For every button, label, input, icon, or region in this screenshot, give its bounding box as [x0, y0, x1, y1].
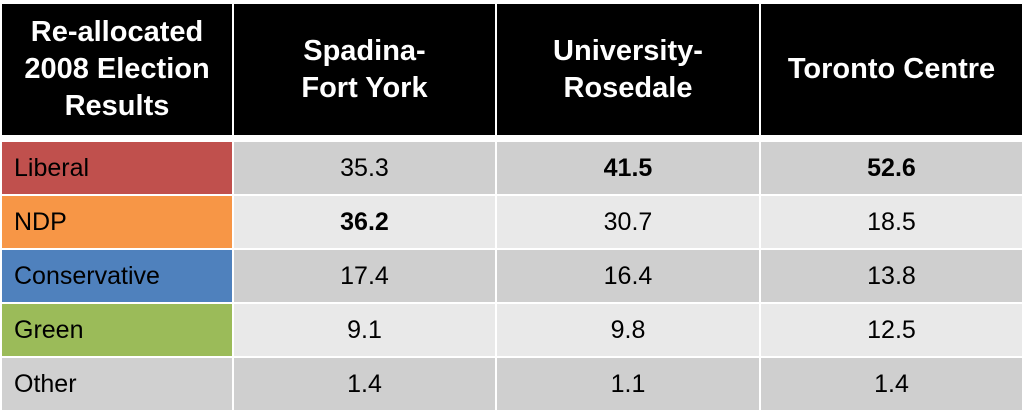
- data-cell: 17.4: [234, 250, 495, 302]
- header-text: Toronto Centre: [787, 53, 996, 85]
- data-cell: 52.6: [761, 142, 1022, 194]
- column-header: Spadina- Fort York: [234, 4, 495, 135]
- row-label: Conservative: [2, 250, 232, 302]
- column-header: University- Rosedale: [497, 4, 759, 135]
- data-cell: 1.4: [761, 358, 1022, 410]
- data-cell: 30.7: [497, 196, 759, 248]
- data-cell: 12.5: [761, 304, 1022, 356]
- column-header: Toronto Centre: [761, 4, 1022, 135]
- data-cell: 9.8: [497, 304, 759, 356]
- data-cell: 9.1: [234, 304, 495, 356]
- row-label: Other: [2, 358, 232, 410]
- header-corner: Re-allocated 2008 Election Results: [2, 4, 232, 135]
- header-text: Spadina- Fort York: [301, 34, 428, 104]
- data-cell: 1.4: [234, 358, 495, 410]
- data-cell: 35.3: [234, 142, 495, 194]
- data-cell: 36.2: [234, 196, 495, 248]
- header-text: University- Rosedale: [553, 34, 703, 104]
- header-text: Re-allocated 2008 Election Results: [24, 16, 210, 122]
- row-label: NDP: [2, 196, 232, 248]
- row-label: Green: [2, 304, 232, 356]
- data-cell: 1.1: [497, 358, 759, 410]
- data-cell: 41.5: [497, 142, 759, 194]
- data-cell: 16.4: [497, 250, 759, 302]
- row-label: Liberal: [2, 142, 232, 194]
- data-cell: 13.8: [761, 250, 1022, 302]
- data-cell: 18.5: [761, 196, 1022, 248]
